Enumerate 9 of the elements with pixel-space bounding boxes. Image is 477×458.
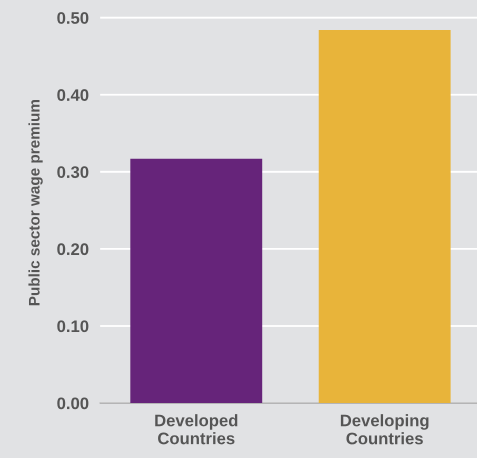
y-tick-label: 0.10: [57, 320, 88, 332]
y-tick-label: 0.30: [57, 166, 88, 178]
y-tick-label: 0.40: [57, 89, 88, 101]
y-tick-label: 0.50: [57, 12, 88, 24]
x-tick-label: Developing Countries: [340, 414, 428, 444]
y-tick-label: 0.20: [57, 243, 88, 256]
x-tick-label: Developed Countries: [155, 414, 238, 444]
y-tick-label: 0.00: [57, 397, 88, 410]
y-axis-title: Public sector wage premium: [28, 100, 43, 306]
